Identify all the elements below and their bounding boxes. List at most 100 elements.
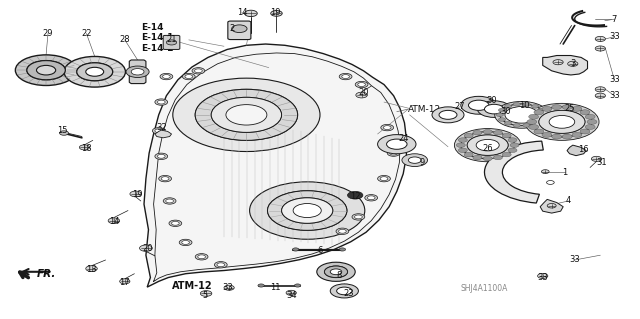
Circle shape	[580, 129, 590, 134]
Circle shape	[282, 198, 333, 223]
Circle shape	[271, 11, 282, 16]
Circle shape	[468, 100, 489, 110]
Text: 22: 22	[81, 29, 92, 38]
Polygon shape	[144, 44, 406, 287]
Circle shape	[473, 155, 482, 160]
Circle shape	[540, 113, 547, 117]
Circle shape	[330, 284, 358, 298]
Circle shape	[456, 143, 465, 147]
Circle shape	[173, 78, 320, 152]
Circle shape	[160, 73, 173, 80]
Circle shape	[157, 154, 165, 158]
Circle shape	[140, 245, 152, 251]
Circle shape	[580, 110, 590, 115]
Circle shape	[464, 133, 473, 138]
Circle shape	[195, 254, 208, 260]
Circle shape	[387, 139, 407, 149]
Circle shape	[562, 134, 572, 139]
Circle shape	[381, 124, 394, 131]
Circle shape	[339, 248, 346, 251]
Circle shape	[166, 40, 177, 45]
Text: 32: 32	[157, 123, 167, 132]
Circle shape	[499, 108, 506, 112]
Circle shape	[542, 132, 552, 137]
Circle shape	[461, 132, 515, 159]
Circle shape	[585, 124, 595, 130]
Circle shape	[155, 153, 168, 160]
Text: 15: 15	[58, 126, 68, 135]
Circle shape	[549, 115, 575, 128]
Text: ATM-12: ATM-12	[172, 281, 212, 292]
Text: FR.: FR.	[37, 269, 56, 279]
Circle shape	[339, 229, 346, 233]
Circle shape	[172, 221, 179, 225]
FancyBboxPatch shape	[228, 21, 251, 40]
Circle shape	[458, 138, 467, 142]
Circle shape	[166, 199, 173, 203]
Circle shape	[36, 65, 56, 75]
Circle shape	[192, 68, 205, 74]
Text: 1: 1	[563, 168, 568, 177]
Circle shape	[27, 61, 65, 80]
Circle shape	[502, 133, 511, 138]
Circle shape	[355, 215, 362, 219]
Circle shape	[214, 262, 227, 268]
Circle shape	[496, 113, 504, 117]
Text: ATM-12: ATM-12	[408, 105, 442, 114]
Circle shape	[390, 151, 397, 155]
Circle shape	[358, 83, 365, 86]
Text: 8: 8	[337, 271, 342, 280]
Text: 27: 27	[454, 102, 465, 111]
Circle shape	[163, 198, 176, 204]
Circle shape	[464, 152, 473, 157]
Polygon shape	[543, 56, 588, 75]
Circle shape	[250, 182, 365, 239]
Circle shape	[380, 177, 388, 181]
Circle shape	[513, 124, 520, 127]
Circle shape	[244, 10, 257, 17]
Circle shape	[217, 263, 225, 267]
Circle shape	[126, 66, 149, 78]
Circle shape	[585, 114, 595, 119]
Circle shape	[467, 135, 508, 155]
Text: 30: 30	[486, 96, 497, 105]
Circle shape	[525, 103, 599, 140]
Circle shape	[538, 273, 548, 278]
Text: 26: 26	[483, 144, 493, 153]
Circle shape	[64, 56, 125, 87]
Circle shape	[508, 148, 517, 152]
Text: 33: 33	[538, 273, 548, 282]
Circle shape	[159, 175, 172, 182]
Text: 13: 13	[86, 265, 97, 274]
Text: 29: 29	[43, 29, 53, 38]
Circle shape	[538, 118, 545, 121]
Text: 12: 12	[350, 192, 360, 201]
Circle shape	[120, 279, 130, 284]
Circle shape	[572, 132, 582, 137]
Text: 23: 23	[344, 289, 354, 298]
Circle shape	[562, 105, 572, 109]
Text: 6: 6	[317, 246, 323, 255]
Circle shape	[330, 269, 342, 275]
Circle shape	[484, 104, 504, 114]
Circle shape	[282, 198, 333, 223]
Text: 17: 17	[120, 278, 130, 287]
Circle shape	[268, 191, 347, 230]
Circle shape	[534, 129, 544, 134]
Circle shape	[513, 102, 520, 106]
Circle shape	[539, 110, 585, 133]
Circle shape	[595, 87, 605, 92]
Text: 2: 2	[230, 24, 235, 33]
Circle shape	[532, 105, 539, 108]
Circle shape	[182, 241, 189, 244]
Circle shape	[505, 107, 538, 123]
Circle shape	[502, 152, 511, 157]
Circle shape	[591, 156, 602, 161]
Circle shape	[483, 130, 492, 134]
Circle shape	[467, 135, 508, 155]
Circle shape	[402, 154, 428, 167]
Circle shape	[493, 130, 502, 135]
Circle shape	[131, 69, 144, 75]
Circle shape	[500, 104, 543, 126]
Text: 30: 30	[500, 107, 511, 116]
